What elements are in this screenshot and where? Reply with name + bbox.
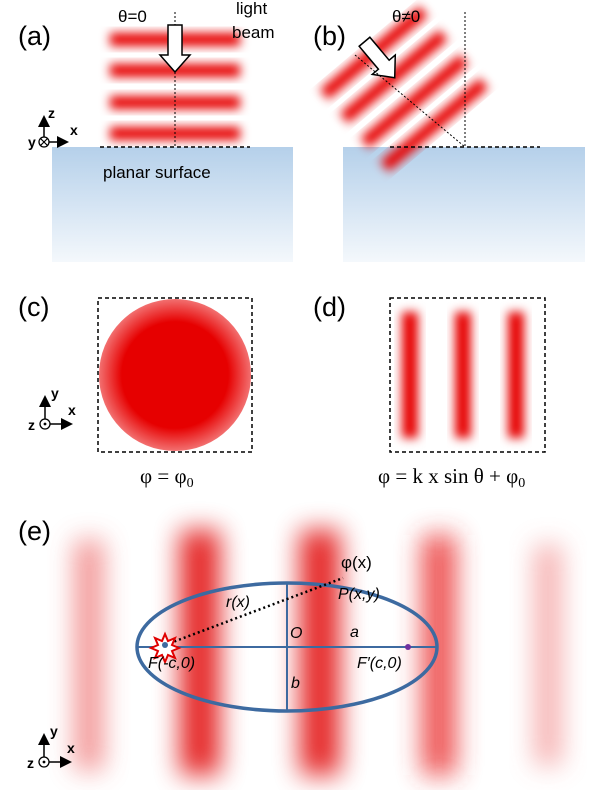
shape (508, 312, 524, 438)
axis-label: z (28, 417, 35, 433)
phase-stripes (75, 530, 561, 775)
beam-label: beam (232, 23, 275, 42)
shape (300, 530, 340, 775)
surface (343, 147, 585, 262)
shape (40, 138, 48, 146)
point-label: P(x,y) (338, 586, 380, 603)
axes-icon: y z x (27, 723, 75, 771)
axis-label: z (48, 105, 55, 121)
shape (455, 312, 471, 438)
shape (402, 312, 418, 438)
frame (97, 297, 253, 453)
phase-stripes (402, 312, 524, 438)
focus-label: F(-c,0) (148, 655, 195, 672)
formula: φ = k x sin θ + φ0 (378, 464, 525, 491)
axis-label: x (68, 402, 76, 418)
radius-line (164, 576, 344, 647)
axis-a-label: a (350, 624, 359, 641)
focus (162, 642, 168, 648)
formula-part: 0 (518, 476, 525, 491)
axis-label: y (28, 134, 36, 150)
focus (405, 644, 411, 650)
beam-label: light (236, 0, 267, 18)
phase-disc (99, 299, 251, 451)
shape (422, 535, 456, 775)
axis-label: y (51, 385, 59, 401)
shape (42, 760, 46, 764)
shape (180, 530, 220, 775)
panel-label: (a) (18, 21, 51, 51)
panel-label: (c) (18, 292, 49, 322)
surface (52, 147, 293, 262)
shape (43, 422, 47, 426)
angle-label: θ≠0 (392, 7, 420, 26)
formula-part: φ = φ (140, 464, 187, 488)
formula: φ = φ0 (140, 464, 194, 491)
axis-b-label: b (291, 675, 300, 692)
origin-label: O (290, 625, 302, 642)
shape (75, 540, 103, 770)
surface-label: planar surface (103, 163, 211, 182)
panel-label: (e) (18, 516, 51, 546)
axis-label: x (67, 740, 75, 756)
phase-label: φ(x) (341, 553, 372, 572)
frame (389, 297, 546, 453)
axis-label: y (50, 723, 58, 739)
axis-label: z (27, 755, 34, 771)
shape (535, 545, 561, 765)
focus-label: F′(c,0) (357, 655, 402, 672)
radius-label: r(x) (226, 594, 250, 611)
axes-icon: y z x (28, 385, 76, 433)
angle-label: θ=0 (118, 7, 147, 26)
formula-part: 0 (187, 476, 194, 491)
formula-part: φ = k x sin θ + φ (378, 464, 518, 488)
axes-icon: z y x (28, 105, 78, 150)
panel-label: (d) (313, 292, 346, 322)
panel-label: (b) (313, 21, 346, 51)
axis-label: x (70, 122, 78, 138)
